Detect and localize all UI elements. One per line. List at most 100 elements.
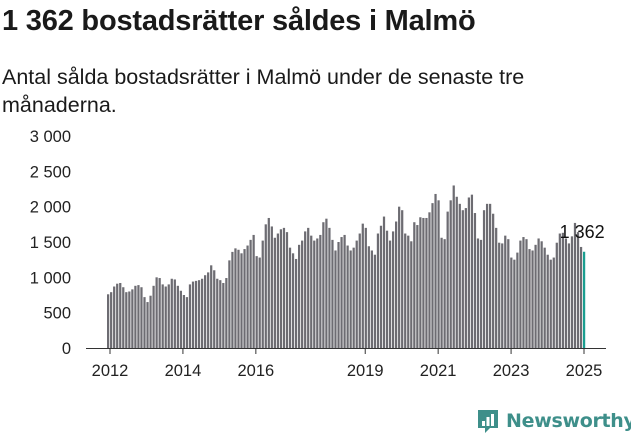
bar — [440, 237, 443, 348]
bar — [216, 278, 219, 348]
bar — [352, 247, 355, 348]
bar — [197, 280, 201, 348]
bar — [122, 287, 125, 348]
bar — [134, 285, 137, 348]
bar — [482, 210, 486, 348]
bar — [228, 260, 231, 348]
bar — [316, 238, 319, 348]
bar — [546, 254, 549, 348]
bar — [279, 229, 283, 348]
bar — [410, 241, 413, 348]
bar — [531, 250, 534, 348]
bar — [537, 238, 540, 348]
bar — [337, 242, 340, 348]
bar — [143, 297, 146, 348]
bar — [219, 280, 222, 348]
bar — [325, 218, 328, 348]
bar — [179, 290, 182, 348]
bar — [131, 289, 134, 348]
bar — [391, 231, 395, 348]
bar — [322, 222, 325, 348]
bar — [170, 278, 173, 348]
bar — [525, 239, 528, 348]
bar — [449, 200, 452, 348]
latest-value-label: 1 362 — [560, 222, 605, 242]
bar — [370, 250, 373, 348]
bar — [176, 285, 179, 348]
bar — [413, 222, 416, 348]
bar — [304, 231, 307, 348]
bar — [488, 203, 492, 348]
bar — [249, 239, 252, 348]
y-tick-label: 0 — [62, 340, 71, 358]
bar — [149, 295, 152, 348]
bar — [540, 241, 543, 348]
bar — [297, 244, 301, 348]
bar — [434, 193, 437, 348]
bar — [492, 213, 495, 348]
bar — [470, 194, 474, 348]
chart-subtitle: Antal sålda bostadsrätter i Malmö under … — [2, 65, 525, 117]
bar — [401, 210, 404, 348]
bar — [200, 278, 204, 348]
bar — [276, 233, 280, 348]
bar — [443, 239, 446, 348]
bar — [416, 225, 419, 348]
bar — [549, 259, 552, 348]
bar — [455, 196, 458, 348]
bar — [467, 197, 471, 348]
bar — [340, 237, 343, 348]
bar — [519, 240, 522, 348]
bar — [270, 226, 273, 348]
bar — [388, 240, 392, 348]
bar — [188, 284, 192, 348]
bar — [137, 285, 140, 348]
bar — [167, 284, 170, 348]
bar — [567, 243, 571, 348]
bar — [207, 272, 210, 348]
bar — [282, 227, 286, 348]
bar — [158, 278, 161, 348]
bar — [225, 278, 228, 348]
bar — [437, 200, 440, 348]
bar — [476, 238, 480, 348]
x-tick-label: 2023 — [493, 362, 530, 380]
bar — [110, 292, 113, 348]
bar — [319, 234, 322, 348]
bar — [395, 221, 398, 348]
bar — [273, 237, 276, 348]
bar — [119, 282, 122, 348]
bar — [561, 232, 564, 348]
bar — [570, 236, 574, 348]
bar — [473, 213, 477, 348]
bar — [107, 294, 110, 348]
bar — [452, 185, 455, 348]
bar — [461, 210, 464, 348]
x-axis: 2012 2014 2016 2019 2021 2023 2025 — [86, 348, 606, 380]
bar — [213, 270, 216, 348]
bar — [313, 240, 316, 348]
bar — [558, 233, 561, 348]
bar — [307, 227, 310, 348]
bar — [331, 239, 334, 348]
y-tick-label: 1 000 — [30, 269, 71, 287]
bar — [407, 235, 410, 348]
x-tick-label: 2025 — [566, 362, 603, 380]
bar — [191, 281, 195, 348]
bar — [376, 233, 380, 348]
bar — [358, 233, 361, 348]
bar — [385, 230, 389, 348]
bar — [513, 259, 516, 348]
bar — [231, 251, 234, 348]
bar — [564, 238, 568, 348]
bar — [343, 234, 346, 348]
bar — [310, 235, 313, 348]
bar — [361, 223, 364, 348]
bar — [516, 252, 519, 348]
bar — [534, 244, 537, 348]
bar — [116, 283, 119, 348]
bar — [185, 297, 189, 348]
bar — [510, 257, 513, 348]
bar — [579, 246, 583, 348]
bar — [422, 217, 425, 348]
